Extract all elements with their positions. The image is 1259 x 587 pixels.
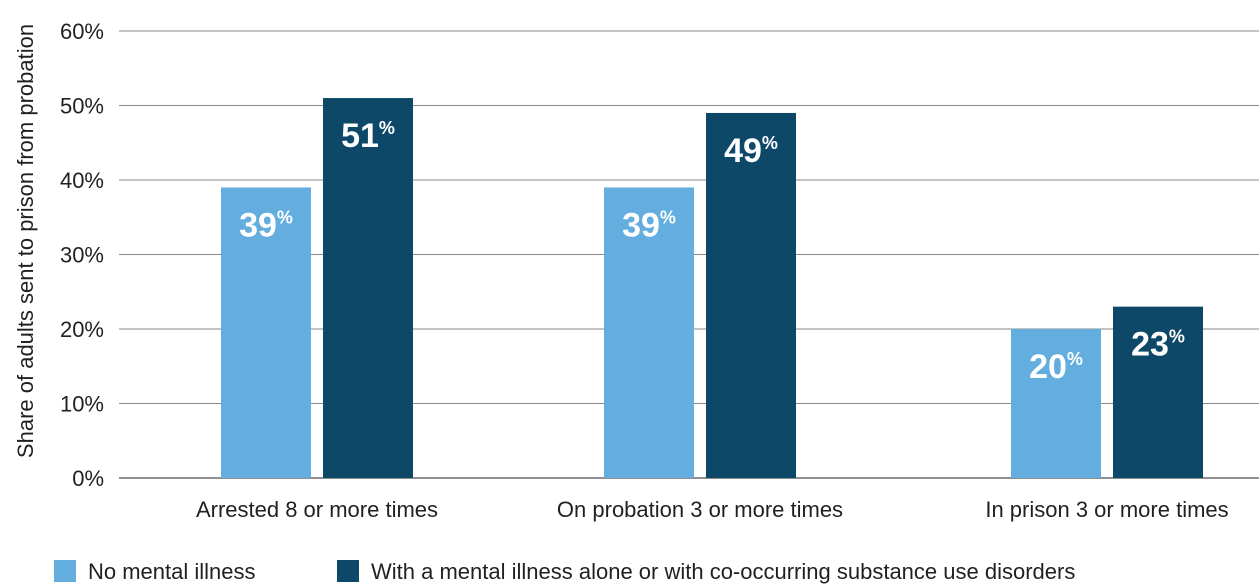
legend-label: With a mental illness alone or with co-o… xyxy=(371,559,1075,584)
bar xyxy=(221,187,311,478)
bar-value-label: 23% xyxy=(1131,326,1185,364)
y-tick-label: 60% xyxy=(60,19,104,44)
legend-swatch xyxy=(337,560,359,582)
legend: No mental illness With a mental illness a… xyxy=(54,559,1075,584)
bar xyxy=(1011,329,1101,478)
bar-value-label: 51% xyxy=(341,117,395,155)
bar xyxy=(604,187,694,478)
x-category-label: Arrested 8 or more times xyxy=(196,497,438,522)
y-tick-label: 10% xyxy=(60,392,104,417)
y-tick-label: 0% xyxy=(72,466,104,491)
bar xyxy=(1113,306,1203,478)
bar-value-label: 49% xyxy=(724,132,778,170)
legend-label: No mental illness xyxy=(88,559,256,584)
bar xyxy=(706,112,796,478)
y-tick-label: 30% xyxy=(60,243,104,268)
y-tick-label: 40% xyxy=(60,168,104,193)
legend-swatch xyxy=(54,560,76,582)
bar-value-label: 39% xyxy=(622,206,676,244)
y-axis-ticks: 0% 10% 20% 30% 40% 50% 60% xyxy=(60,19,104,491)
y-axis-label: Share of adults sent to prison from prob… xyxy=(13,24,38,458)
x-category-label: In prison 3 or more times xyxy=(985,497,1228,522)
bars: 39% 51% 39% 49% 20% 23% xyxy=(221,98,1203,479)
y-tick-label: 50% xyxy=(60,94,104,119)
bar xyxy=(323,98,413,479)
x-category-label: On probation 3 or more times xyxy=(557,497,843,522)
category-labels: Arrested 8 or more times On probation 3 o… xyxy=(196,497,1229,522)
bar-value-label: 20% xyxy=(1029,348,1083,386)
bar-value-label: 39% xyxy=(239,206,293,244)
y-tick-label: 20% xyxy=(60,317,104,342)
